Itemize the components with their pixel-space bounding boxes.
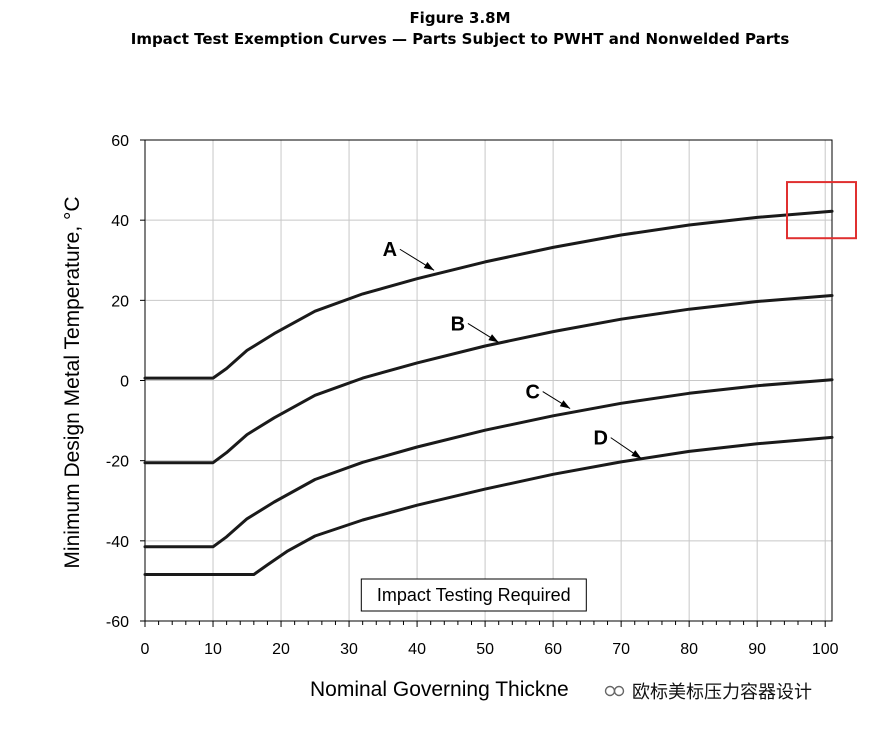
x-tick-label: 30 — [340, 641, 358, 658]
highlight-box — [786, 181, 857, 240]
region-annotation-box — [360, 578, 587, 612]
curve-b — [143, 294, 834, 465]
x-tick-label: 50 — [476, 641, 494, 658]
y-tick-label: -40 — [106, 534, 129, 551]
y-tick-label: 0 — [120, 374, 129, 391]
curve-label-c: C — [525, 382, 539, 404]
x-tick-label: 40 — [408, 641, 426, 658]
wechat-icon — [604, 685, 625, 697]
curve-a — [143, 209, 834, 380]
x-tick-label: 60 — [544, 641, 562, 658]
axis-ticks: 0 10 20 30 40 50 60 70 80 90 100 60 40 20 0 -20 -40 -60 — [106, 133, 839, 658]
curve-label-a: A — [383, 239, 397, 261]
x-tick-label: 20 — [272, 641, 290, 658]
x-tick-label: 100 — [812, 641, 839, 658]
curve-c — [143, 378, 834, 549]
arrowhead-c — [559, 400, 571, 409]
y-tick-label: -60 — [106, 614, 129, 631]
curve-label-b: B — [451, 313, 465, 335]
x-tick-label: 80 — [680, 641, 698, 658]
x-tick-label: 90 — [748, 641, 766, 658]
grid — [144, 139, 832, 622]
figure-title: Impact Test Exemption Curves — Parts Sub… — [130, 30, 790, 48]
x-tick-label: 0 — [141, 641, 150, 658]
x-tick-label: 70 — [612, 641, 630, 658]
region-annotation-text: Impact Testing Required — [377, 585, 571, 605]
watermark-text: 欧标美标压力容器设计 — [632, 682, 812, 703]
y-axis-label: Minimum Design Metal Temperature, °C — [61, 196, 84, 568]
series-layer: A B C D — [143, 209, 834, 576]
x-axis-label: Nominal Governing Thickne — [310, 678, 569, 701]
y-tick-label: 60 — [111, 133, 129, 150]
curve-label-d: D — [594, 428, 608, 450]
y-tick-label: -20 — [106, 454, 129, 471]
annotation-layer: Impact Testing Required — [360, 181, 857, 612]
curve-d — [143, 435, 834, 576]
arrowhead-d — [631, 450, 642, 459]
y-tick-label: 40 — [111, 213, 129, 230]
y-tick-label: 20 — [111, 293, 129, 310]
arrowhead-b — [488, 334, 499, 343]
arrowhead-a — [423, 262, 435, 271]
figure-title-block: Figure 3.8M Impact Test Exemption Curves… — [0, 8, 877, 50]
figure-number: Figure 3.8M — [409, 9, 511, 27]
watermark: 欧标美标压力容器设计 — [600, 676, 818, 706]
x-tick-label: 10 — [204, 641, 222, 658]
